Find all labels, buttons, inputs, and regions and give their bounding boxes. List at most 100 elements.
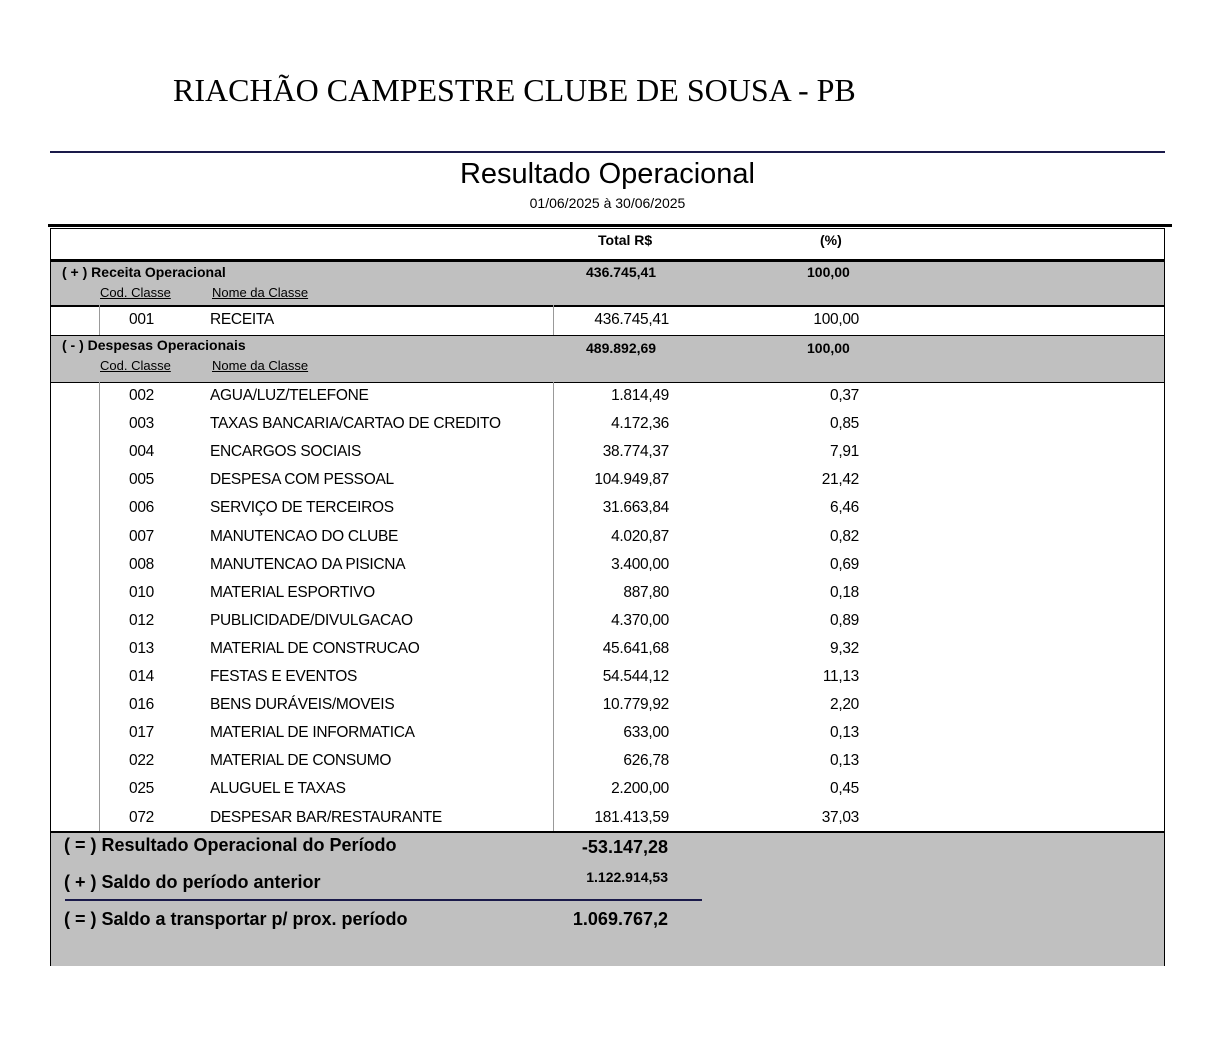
- class-percent: 2,20: [830, 696, 859, 714]
- class-total: 2.200,00: [611, 780, 669, 798]
- column-line: [553, 382, 554, 831]
- class-code: 007: [129, 527, 154, 545]
- class-code: 072: [129, 808, 154, 826]
- despesas-label: ( - ) Despesas Operacionais: [62, 337, 246, 353]
- class-percent: 0,85: [830, 415, 859, 433]
- class-percent: 0,13: [830, 752, 859, 770]
- receita-sub-name: Nome da Classe: [212, 285, 309, 300]
- class-total: 38.774,37: [602, 443, 670, 461]
- despesas-row: 014 FESTAS E EVENTOS 54.544,12 11,13: [0, 663, 1215, 691]
- class-name: MATERIAL DE CONSTRUCAO: [210, 639, 420, 657]
- class-total: 633,00: [623, 724, 669, 742]
- class-code: 005: [129, 471, 154, 489]
- column-total-header: Total R$: [598, 232, 653, 248]
- class-code: 013: [129, 639, 154, 657]
- report-period: 01/06/2025 à 30/06/2025: [529, 195, 686, 211]
- class-percent: 0,18: [830, 583, 859, 601]
- class-name: DESPESA COM PESSOAL: [210, 471, 394, 489]
- class-percent: 6,46: [830, 499, 859, 517]
- class-total: 3.400,00: [611, 555, 669, 573]
- class-code: 004: [129, 443, 154, 461]
- despesas-row: 006 SERVIÇO DE TERCEIROS 31.663,84 6,46: [0, 494, 1215, 522]
- header-rule: [50, 151, 1165, 153]
- class-name: SERVIÇO DE TERCEIROS: [210, 499, 394, 517]
- despesas-total: 489.892,69: [586, 340, 657, 356]
- class-name: MATERIAL DE CONSUMO: [210, 752, 392, 770]
- class-total: 54.544,12: [602, 668, 670, 685]
- class-name: MANUTENCAO DO CLUBE: [210, 527, 399, 545]
- class-percent: 0,82: [830, 527, 859, 545]
- table-top-rule: [48, 224, 1172, 227]
- despesas-section-band: [51, 335, 1164, 383]
- class-name: ENCARGOS SOCIAIS: [210, 443, 362, 461]
- class-percent: 0,89: [830, 611, 859, 629]
- class-name: AGUA/LUZ/TELEFONE: [210, 387, 369, 404]
- column-line: [99, 305, 100, 335]
- despesas-row: 012 PUBLICIDADE/DIVULGACAO 4.370,00 0,89: [0, 607, 1215, 635]
- despesas-row: 072 DESPESAR BAR/RESTAURANTE 181.413,59 37,…: [0, 804, 1215, 832]
- receita-total: 436.745,41: [586, 264, 657, 280]
- column-percent-header: (%): [820, 232, 842, 248]
- class-name: RECEITA: [210, 311, 274, 328]
- despesas-row: 022 MATERIAL DE CONSUMO 626,78 0,13: [0, 747, 1215, 775]
- class-percent: 0,45: [830, 780, 859, 798]
- despesas-row: 002 AGUA/LUZ/TELEFONE 1.814,49 0,37: [0, 382, 1215, 410]
- despesas-row: 004 ENCARGOS SOCIAIS 38.774,37 7,91: [0, 438, 1215, 466]
- previous-balance-value: 1.122.914,53: [586, 869, 668, 885]
- class-percent: 0,13: [830, 724, 859, 742]
- divider: [51, 305, 1164, 307]
- summary-rule: [65, 899, 702, 901]
- class-code: 006: [129, 499, 154, 517]
- summary-band: [51, 831, 1164, 966]
- class-name: ALUGUEL E TAXAS: [210, 780, 346, 798]
- class-total: 4.172,36: [611, 415, 669, 433]
- class-name: FESTAS E EVENTOS: [210, 668, 358, 685]
- class-total: 181.413,59: [594, 808, 669, 826]
- despesas-percent: 100,00: [807, 340, 850, 356]
- result-label: ( = ) Resultado Operacional do Período: [64, 835, 397, 855]
- class-name: MATERIAL ESPORTIVO: [210, 583, 375, 601]
- class-name: MATERIAL DE INFORMATICA: [210, 724, 415, 742]
- class-percent: 0,37: [830, 387, 859, 404]
- class-total: 45.641,68: [602, 639, 670, 657]
- despesas-row: 025 ALUGUEL E TAXAS 2.200,00 0,45: [0, 775, 1215, 803]
- organization-name: RIACHÃO CAMPESTRE CLUBE DE SOUSA - PB: [173, 72, 856, 108]
- class-percent: 0,69: [830, 555, 859, 573]
- receita-sub-code: Cod. Classe: [100, 285, 171, 300]
- class-percent: 9,32: [830, 639, 859, 657]
- class-name: TAXAS BANCARIA/CARTAO DE CREDITO: [210, 415, 501, 433]
- class-code: 022: [129, 752, 154, 770]
- despesas-row: 005 DESPESA COM PESSOAL 104.949,87 21,42: [0, 466, 1215, 494]
- header-divider: [51, 259, 1164, 262]
- class-code: 016: [129, 696, 154, 714]
- previous-balance-label: ( + ) Saldo do período anterior: [64, 872, 321, 892]
- class-code: 003: [129, 415, 154, 433]
- class-name: BENS DURÁVEIS/MOVEIS: [210, 696, 395, 714]
- result-value: -53.147,28: [581, 837, 668, 857]
- despesas-row: 007 MANUTENCAO DO CLUBE 4.020,87 0,82: [0, 523, 1215, 551]
- class-total: 887,80: [623, 583, 669, 601]
- column-line: [553, 305, 554, 335]
- class-code: 014: [129, 668, 154, 685]
- class-total: 626,78: [623, 752, 669, 770]
- class-total: 4.370,00: [611, 611, 669, 629]
- class-code: 002: [129, 387, 154, 404]
- class-percent: 7,91: [830, 443, 859, 461]
- despesas-row: 003 TAXAS BANCARIA/CARTAO DE CREDITO 4.172…: [0, 410, 1215, 438]
- class-total: 10.779,92: [602, 696, 670, 714]
- class-name: PUBLICIDADE/DIVULGACAO: [210, 611, 413, 629]
- receita-label: ( + ) Receita Operacional: [62, 264, 226, 280]
- class-name: DESPESAR BAR/RESTAURANTE: [210, 808, 442, 826]
- class-code: 025: [129, 780, 154, 798]
- carry-balance-value: 1.069.767,2: [572, 909, 668, 929]
- class-total: 104.949,87: [594, 471, 669, 489]
- report-title: Resultado Operacional: [459, 158, 755, 190]
- column-line: [99, 382, 100, 831]
- class-percent: 11,13: [822, 668, 859, 685]
- class-total: 4.020,87: [611, 527, 669, 545]
- class-code: 017: [129, 724, 154, 742]
- class-total: 31.663,84: [602, 499, 670, 517]
- despesas-row: 008 MANUTENCAO DA PISICNA 3.400,00 0,69: [0, 551, 1215, 579]
- class-total: 1.814,49: [611, 387, 669, 404]
